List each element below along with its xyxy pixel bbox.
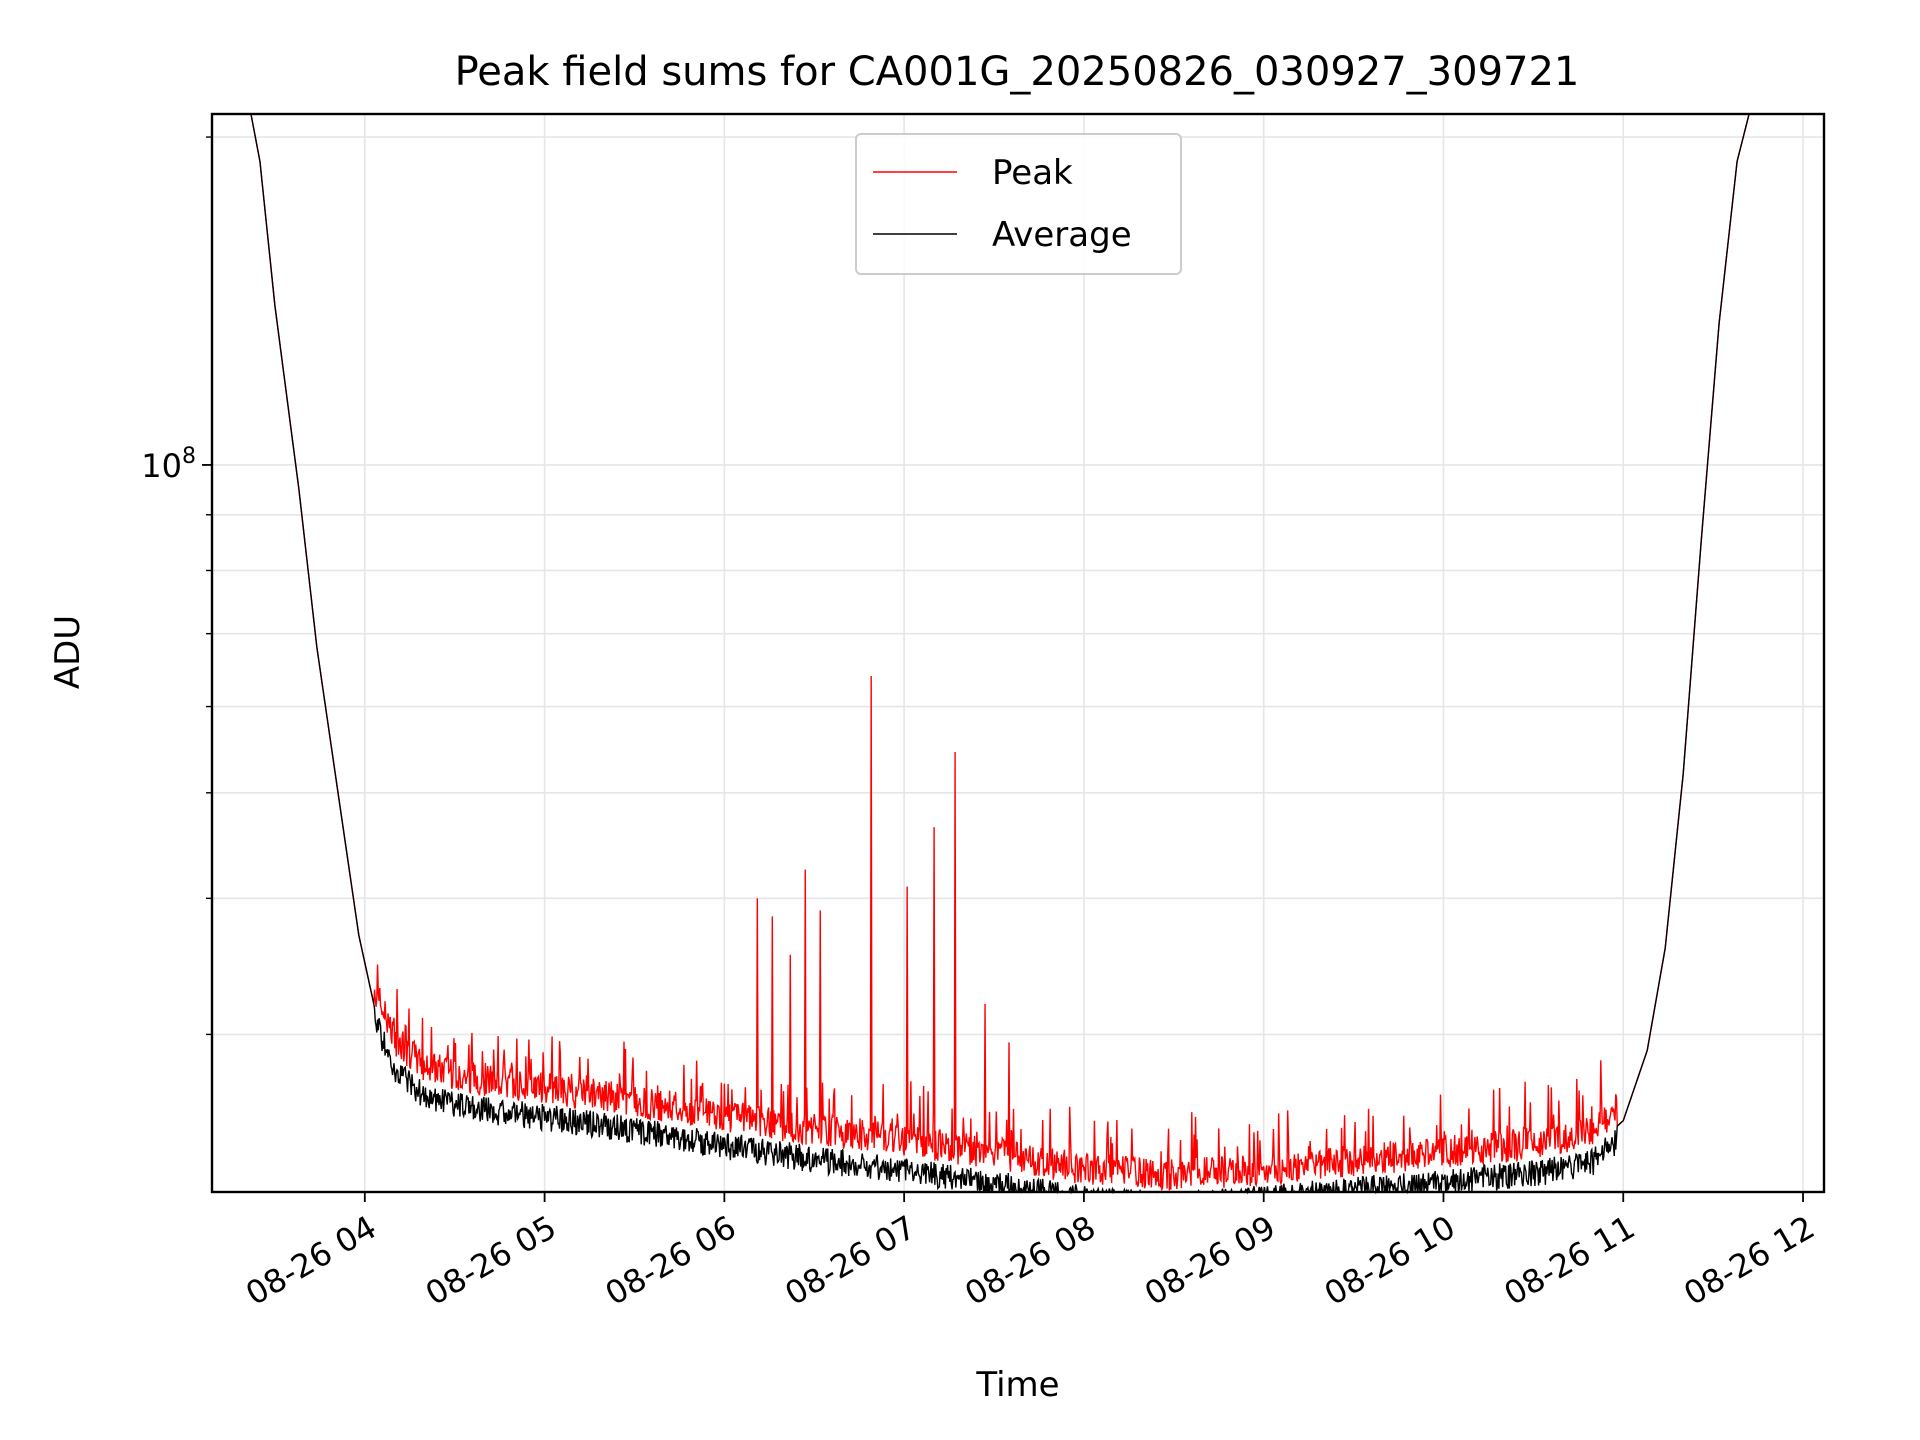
series-line-peak <box>250 113 1750 1192</box>
x-tick-label: 08-26 12 <box>1677 1208 1821 1313</box>
legend: Peak Average <box>855 133 1182 275</box>
x-tick-label: 08-26 10 <box>1318 1208 1462 1313</box>
plot-area <box>250 113 1750 1195</box>
x-tick-label: 08-26 08 <box>958 1208 1102 1313</box>
x-tick-label: 08-26 07 <box>779 1208 923 1313</box>
legend-box <box>855 133 1182 275</box>
x-tick-label: 08-26 04 <box>239 1208 383 1313</box>
x-tick-label: 08-26 09 <box>1138 1208 1282 1313</box>
x-tick-label: 08-26 05 <box>419 1208 563 1313</box>
y-ticks: 108 <box>141 136 212 1036</box>
y-tick-label: 108 <box>141 444 196 485</box>
grid-lines <box>212 114 1824 1192</box>
plot-frame <box>210 112 1826 1194</box>
legend-label-peak: Peak <box>992 153 1073 193</box>
y-axis-label: ADU <box>48 615 88 689</box>
x-axis-label: Time <box>975 1365 1059 1405</box>
series-line-average <box>250 113 1750 1195</box>
legend-label-average: Average <box>992 215 1132 255</box>
x-tick-label: 08-26 06 <box>599 1208 743 1313</box>
x-ticks: 08-26 04 08-26 05 08-26 06 08-26 07 08-26 08… <box>239 1192 1821 1313</box>
chart-title: Peak field sums for CA001G_20250826_0309… <box>455 49 1580 95</box>
x-tick-label: 08-26 11 <box>1498 1208 1642 1313</box>
